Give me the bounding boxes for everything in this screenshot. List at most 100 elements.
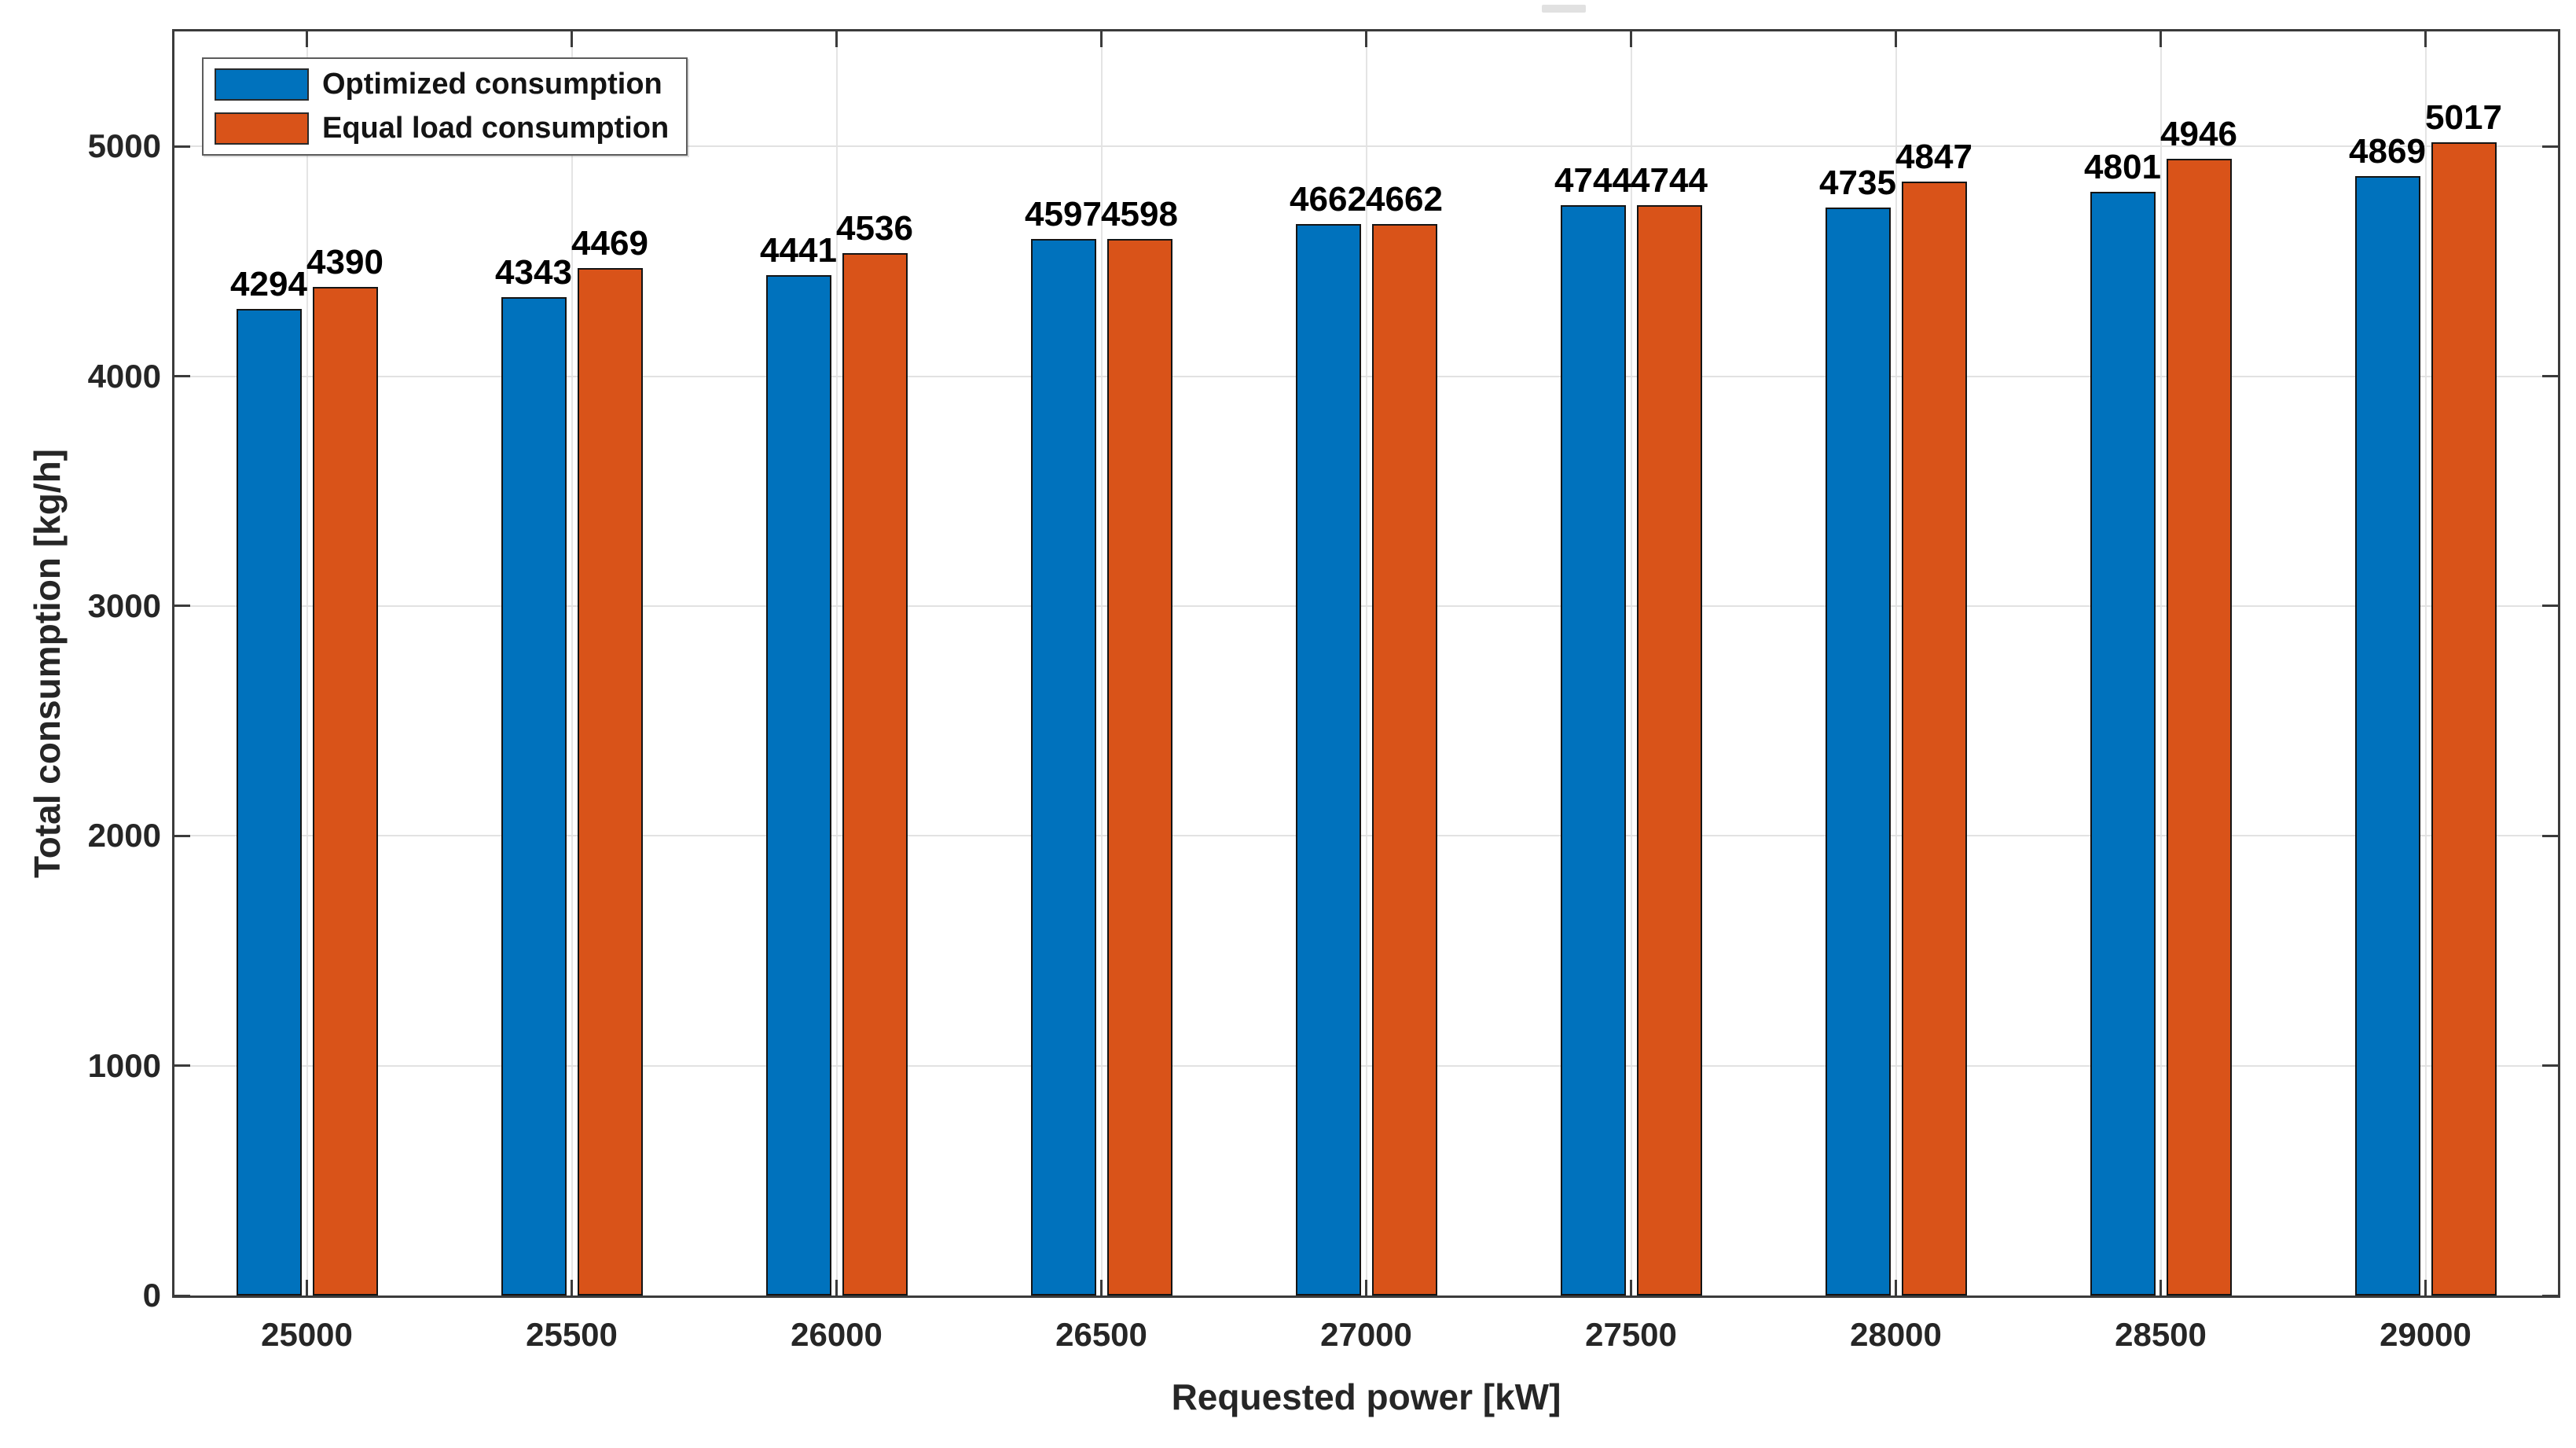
y-tick-label: 0 — [142, 1277, 161, 1314]
x-axis-tick-bottom — [1630, 1280, 1632, 1295]
y-axis-label: Total consumption [kg/h] — [27, 449, 68, 878]
gridline-vertical — [2160, 31, 2162, 1295]
bar-optimized-27500 — [1560, 205, 1626, 1295]
x-tick-label: 28000 — [1850, 1316, 1942, 1353]
bar-optimized-29000 — [2354, 176, 2420, 1295]
bar-value-label-equal-load-27000: 4662 — [1366, 180, 1443, 219]
x-tick-label: 28500 — [2115, 1316, 2207, 1353]
x-axis-tick-bottom — [2424, 1280, 2427, 1295]
bar-optimized-25000 — [236, 308, 302, 1295]
gridline-vertical — [571, 31, 573, 1295]
bar-optimized-26000 — [765, 274, 831, 1295]
bar-optimized-25500 — [501, 297, 567, 1295]
y-tick-label: 4000 — [87, 357, 161, 395]
x-axis-tick-bottom — [571, 1280, 573, 1295]
x-axis-label: Requested power [kW] — [1171, 1376, 1561, 1417]
bar-value-label-optimized-26000: 4441 — [760, 230, 837, 270]
bar-equal-load-28000 — [1901, 181, 1967, 1295]
legend-item-equal-load: Equal load consumption — [215, 112, 669, 145]
y-axis-tick-right — [2542, 1294, 2558, 1297]
bar-value-label-equal-load-28000: 4847 — [1895, 137, 1972, 176]
x-axis-tick-top — [2160, 31, 2162, 47]
y-axis-tick-right — [2542, 1064, 2558, 1068]
bar-value-label-optimized-29000: 4869 — [2349, 132, 2426, 171]
y-axis-tick-left — [174, 1064, 190, 1068]
x-axis-tick-top — [2424, 31, 2427, 47]
bar-equal-load-27500 — [1636, 205, 1702, 1295]
gridline-vertical — [1100, 31, 1103, 1295]
x-tick-label: 27000 — [1320, 1316, 1412, 1353]
bar-value-label-optimized-28000: 4735 — [1819, 163, 1896, 202]
x-axis-tick-top — [1895, 31, 1897, 47]
y-axis-tick-left — [174, 1294, 190, 1297]
gridline-vertical — [1630, 31, 1632, 1295]
y-tick-label: 3000 — [87, 586, 161, 624]
bar-equal-load-26000 — [842, 252, 908, 1295]
gridline-horizontal — [174, 835, 2558, 837]
x-axis-tick-top — [571, 31, 573, 47]
x-axis-tick-bottom — [1895, 1280, 1897, 1295]
bar-value-label-equal-load-27500: 4744 — [1631, 161, 1708, 200]
gridline-vertical — [1895, 31, 1897, 1295]
bar-equal-load-29000 — [2431, 142, 2497, 1295]
legend-label-equal-load: Equal load consumption — [322, 112, 670, 145]
x-axis-tick-top — [835, 31, 838, 47]
bar-equal-load-27000 — [1371, 224, 1437, 1295]
gridline-vertical — [2424, 31, 2427, 1295]
x-tick-label: 25000 — [261, 1316, 353, 1353]
bar-optimized-26500 — [1030, 239, 1096, 1295]
x-axis-tick-top — [1100, 31, 1103, 47]
bar-optimized-27000 — [1295, 224, 1361, 1295]
x-axis-tick-top — [1630, 31, 1632, 47]
bar-equal-load-28500 — [2166, 158, 2232, 1295]
bar-value-label-optimized-27000: 4662 — [1290, 180, 1367, 219]
y-axis-tick-right — [2542, 375, 2558, 378]
y-axis-tick-right — [2542, 605, 2558, 608]
bar-value-label-optimized-27500: 4744 — [1554, 161, 1631, 200]
legend-label-optimized: Optimized consumption — [322, 68, 662, 101]
bar-optimized-28000 — [1825, 207, 1891, 1295]
gridline-vertical — [835, 31, 838, 1295]
legend-swatch-equal-load-icon — [215, 112, 309, 145]
bar-value-label-optimized-25500: 4343 — [495, 253, 572, 292]
bar-value-label-equal-load-29000: 5017 — [2425, 98, 2502, 138]
x-tick-label: 25500 — [526, 1316, 618, 1353]
bar-value-label-optimized-28500: 4801 — [2084, 148, 2161, 187]
y-axis-tick-left — [174, 375, 190, 378]
gridline-vertical — [1365, 31, 1367, 1295]
x-axis-tick-bottom — [1100, 1280, 1103, 1295]
bar-value-label-equal-load-25500: 4469 — [571, 224, 648, 263]
y-tick-label: 2000 — [87, 817, 161, 854]
x-tick-label: 26500 — [1055, 1316, 1147, 1353]
x-axis-tick-bottom — [2160, 1280, 2162, 1295]
bar-equal-load-26500 — [1106, 238, 1172, 1295]
x-axis-tick-top — [1365, 31, 1367, 47]
y-axis-tick-left — [174, 145, 190, 148]
gridline-horizontal — [174, 605, 2558, 607]
y-axis-tick-left — [174, 834, 190, 837]
gridline-horizontal — [174, 1064, 2558, 1067]
y-tick-label: 5000 — [87, 127, 161, 165]
bar-value-label-equal-load-26500: 4598 — [1101, 194, 1178, 233]
x-axis-tick-top — [306, 31, 308, 47]
title-artifact — [1542, 5, 1586, 13]
y-tick-label: 1000 — [87, 1046, 161, 1084]
x-tick-label: 27500 — [1585, 1316, 1677, 1353]
x-tick-label: 29000 — [2380, 1316, 2471, 1353]
bar-equal-load-25500 — [577, 268, 643, 1295]
x-axis-tick-bottom — [835, 1280, 838, 1295]
legend-item-optimized: Optimized consumption — [215, 68, 669, 101]
bar-value-label-equal-load-26000: 4536 — [836, 208, 913, 248]
bar-value-label-equal-load-25000: 4390 — [306, 242, 383, 281]
bar-value-label-optimized-25000: 4294 — [230, 264, 307, 303]
x-axis-tick-bottom — [306, 1280, 308, 1295]
bar-value-label-equal-load-28500: 4946 — [2160, 114, 2237, 153]
legend-swatch-optimized-icon — [215, 68, 309, 101]
legend: Optimized consumption Equal load consump… — [202, 57, 688, 156]
gridline-horizontal — [174, 375, 2558, 377]
y-axis-tick-right — [2542, 834, 2558, 837]
bar-equal-load-25000 — [312, 286, 378, 1295]
gridline-horizontal — [174, 145, 2558, 148]
